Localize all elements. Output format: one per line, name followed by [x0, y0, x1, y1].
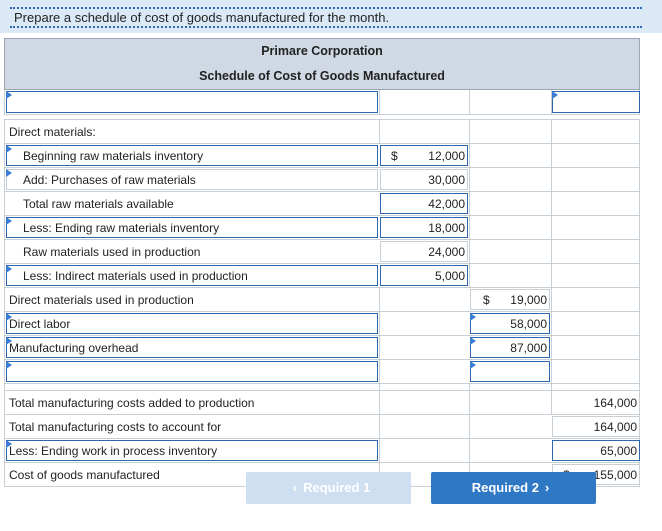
blank-row-top: [4, 90, 640, 115]
dropdown-marker-icon: [6, 169, 12, 177]
row-label: Less: Indirect materials used in product…: [23, 268, 248, 283]
company-name: Primare Corporation: [4, 38, 640, 64]
amount-input[interactable]: [380, 193, 468, 214]
table-row: Beginning raw materials inventory $12,00…: [5, 144, 639, 168]
dropdown-marker-icon: [6, 265, 12, 273]
previous-button[interactable]: ‹ Required 1: [246, 472, 411, 504]
dropdown-marker-icon: [6, 217, 12, 225]
row-value: 42,000: [428, 196, 465, 211]
row-value: 30,000: [428, 172, 465, 187]
amount-input[interactable]: [380, 145, 468, 166]
label-input[interactable]: [6, 313, 378, 334]
row-value: 164,000: [593, 395, 637, 410]
amount-input[interactable]: [552, 440, 640, 461]
row-value: 12,000: [428, 148, 465, 163]
label-input[interactable]: [6, 337, 378, 358]
dropdown-marker-icon: [6, 91, 12, 99]
label-input[interactable]: [6, 265, 378, 286]
dropdown-marker-icon: [6, 313, 12, 321]
amount-input[interactable]: [380, 265, 468, 286]
row-label: Raw materials used in production: [23, 244, 201, 259]
table-row: Total manufacturing costs to account for…: [5, 415, 640, 439]
row-label: Cost of goods manufactured: [9, 467, 160, 482]
next-button[interactable]: Required 2 ›: [431, 472, 596, 504]
cogm-schedule: Primare Corporation Schedule of Cost of …: [4, 38, 640, 487]
chevron-left-icon: ‹: [292, 480, 298, 495]
label-input[interactable]: [6, 440, 378, 461]
amount-input[interactable]: [470, 289, 550, 310]
row-value: 5,000: [434, 268, 465, 283]
previous-button-label: Required 1: [303, 480, 371, 495]
direct-materials-header: Direct materials:: [9, 124, 96, 139]
dropdown-marker-icon: [6, 440, 12, 448]
row-value: 19,000: [510, 292, 547, 307]
dropdown-marker-icon: [552, 91, 558, 99]
row-label: Total manufacturing costs to account for: [9, 419, 222, 434]
table-row: Direct materials:: [5, 120, 639, 144]
currency-sign: $: [483, 292, 490, 307]
schedule-title: Schedule of Cost of Goods Manufactured: [4, 64, 640, 90]
label-input[interactable]: [6, 169, 378, 190]
table-row: Total raw materials available 42,000: [5, 192, 639, 216]
row-value: 18,000: [428, 220, 465, 235]
table-row: Less: Indirect materials used in product…: [5, 264, 639, 288]
table-row: Manufacturing overhead 87,000: [5, 336, 639, 360]
next-button-label: Required 2: [471, 480, 539, 495]
currency-sign: $: [391, 148, 398, 163]
table-row: [5, 360, 639, 384]
chevron-right-icon: ›: [544, 480, 550, 495]
table-row: Direct materials used in production $19,…: [5, 288, 639, 312]
dropdown-marker-icon: [6, 337, 12, 345]
dropdown-marker-icon: [470, 337, 476, 345]
row-label: Total manufacturing costs added to produ…: [9, 395, 255, 410]
row-label: Add: Purchases of raw materials: [23, 172, 196, 187]
amount-input[interactable]: [470, 337, 550, 358]
table-row: Total manufacturing costs added to produ…: [5, 391, 639, 415]
row-label: Direct materials used in production: [9, 292, 194, 307]
row-value: 155,000: [593, 467, 637, 482]
label-input-blank[interactable]: [6, 361, 378, 382]
amount-input[interactable]: [470, 313, 550, 334]
amount-input[interactable]: [380, 217, 468, 238]
table-row: Add: Purchases of raw materials 30,000: [5, 168, 639, 192]
amount-input-blank[interactable]: [470, 361, 550, 382]
row-label: Beginning raw materials inventory: [23, 148, 204, 163]
dropdown-marker-icon: [6, 361, 12, 369]
row-label: Manufacturing overhead: [9, 340, 139, 355]
row-value: 58,000: [510, 316, 547, 331]
amount-input[interactable]: [380, 169, 468, 190]
amount-input-blank-top[interactable]: [552, 91, 640, 113]
dropdown-marker-icon: [470, 313, 476, 321]
row-value: 164,000: [593, 419, 637, 434]
spacer-row: [5, 384, 639, 391]
row-value: 24,000: [428, 244, 465, 259]
label-input[interactable]: [6, 145, 378, 166]
table-row: Raw materials used in production 24,000: [5, 240, 639, 264]
amount-input[interactable]: [552, 416, 640, 437]
table-row: Direct labor 58,000: [5, 312, 639, 336]
row-label: Less: Ending raw materials inventory: [23, 220, 220, 235]
amount-input[interactable]: [380, 241, 468, 262]
row-label: Less: Ending work in process inventory: [9, 443, 218, 458]
instruction-text: Prepare a schedule of cost of goods manu…: [10, 7, 642, 28]
label-input-blank-top[interactable]: [6, 91, 378, 113]
dropdown-marker-icon: [470, 361, 476, 369]
table-row: Less: Ending work in process inventory 6…: [5, 439, 640, 463]
row-value: 65,000: [600, 443, 637, 458]
row-label: Total raw materials available: [23, 196, 174, 211]
instruction-banner: Prepare a schedule of cost of goods manu…: [0, 0, 662, 33]
row-value: 87,000: [510, 340, 547, 355]
table-row: Less: Ending raw materials inventory 18,…: [5, 216, 639, 240]
label-input[interactable]: [6, 217, 378, 238]
row-label: Direct labor: [9, 316, 71, 331]
dropdown-marker-icon: [6, 145, 12, 153]
